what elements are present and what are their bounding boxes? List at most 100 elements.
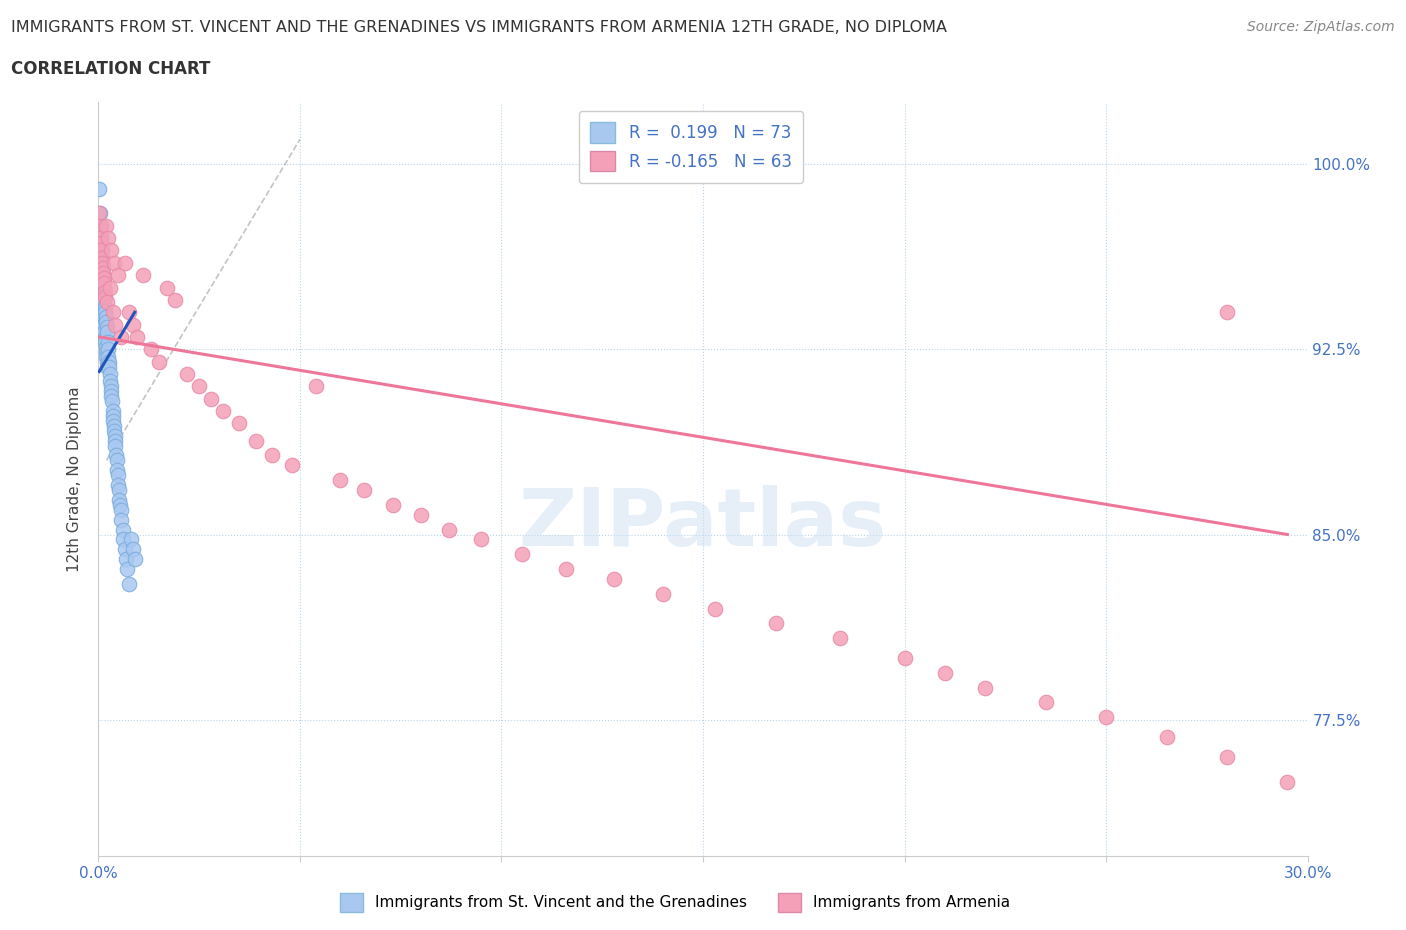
Point [91,260,114,275]
Point [765,616,787,631]
Point [94,285,117,299]
Point [91,256,114,271]
Point [96,320,118,335]
Point [89,181,111,196]
Point [91,268,114,283]
Point [93,317,115,332]
Point [94,290,117,305]
Point [114,551,136,566]
Point [89,231,111,246]
Point [555,562,578,577]
Point [97,342,120,357]
Point [94,314,117,329]
Point [437,522,460,537]
Point [353,483,375,498]
Point [98,366,121,381]
Point [96,325,118,339]
Point [228,416,250,431]
Point [96,354,118,369]
Point [103,418,125,433]
Point [96,350,118,365]
Point [329,472,352,487]
Point [163,292,186,307]
Text: CORRELATION CHART: CORRELATION CHART [11,60,211,78]
Point [97,350,120,365]
Point [94,339,117,354]
Point [94,344,117,359]
Point [1095,710,1118,724]
Point [91,265,114,280]
Point [603,572,626,587]
Point [100,393,122,408]
Point [200,392,222,406]
Point [93,292,115,307]
Point [704,601,727,616]
Point [470,532,492,547]
Point [101,404,124,418]
Point [120,532,142,547]
Point [188,379,211,393]
Point [121,542,143,557]
Point [103,429,125,444]
Point [974,680,997,695]
Point [90,280,112,295]
Point [245,433,267,448]
Point [124,551,146,566]
Point [100,389,122,404]
Point [828,631,851,645]
Point [93,285,115,299]
Point [105,463,128,478]
Point [305,379,328,393]
Point [103,256,125,271]
Point [1035,695,1057,710]
Point [93,271,115,286]
Point [114,256,136,271]
Point [110,502,132,517]
Point [281,458,304,472]
Point [1216,750,1239,764]
Text: Source: ZipAtlas.com: Source: ZipAtlas.com [1247,20,1395,34]
Point [156,280,179,295]
Text: IMMIGRANTS FROM ST. VINCENT AND THE GRENADINES VS IMMIGRANTS FROM ARMENIA 12TH G: IMMIGRANTS FROM ST. VINCENT AND THE GREN… [11,20,948,35]
Point [96,359,118,374]
Point [1156,730,1178,745]
Point [108,498,131,512]
Point [105,448,128,463]
Point [98,280,121,295]
Point [91,285,114,299]
Point [91,292,114,307]
Point [139,342,162,357]
Point [89,206,111,221]
Point [89,243,111,258]
Point [101,305,124,320]
Point [94,329,117,344]
Legend: R =  0.199   N = 73, R = -0.165   N = 63: R = 0.199 N = 73, R = -0.165 N = 63 [579,111,803,183]
Point [90,250,112,265]
Point [91,256,114,271]
Point [97,335,120,350]
Point [94,219,117,233]
Point [107,483,129,498]
Legend: Immigrants from St. Vincent and the Grenadines, Immigrants from Armenia: Immigrants from St. Vincent and the Gren… [333,887,1017,918]
Point [94,310,117,325]
Point [90,256,112,271]
Point [121,317,143,332]
Point [381,498,404,512]
Point [91,275,114,290]
Point [651,586,673,601]
Point [114,542,136,557]
Point [90,219,112,233]
Point [105,453,128,468]
Point [97,354,120,369]
Point [104,317,127,332]
Point [893,651,915,666]
Point [100,243,122,258]
Point [125,329,148,344]
Point [107,468,129,483]
Point [90,268,112,283]
Point [100,384,122,399]
Point [148,354,170,369]
Point [100,379,122,393]
Point [409,508,432,523]
Point [101,408,124,423]
